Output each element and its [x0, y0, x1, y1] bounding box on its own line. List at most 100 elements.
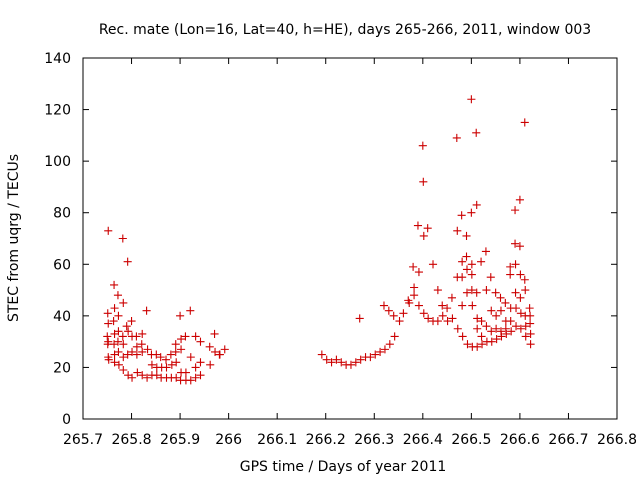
data-point-marker: [132, 332, 141, 341]
y-tick-label: 140: [44, 51, 71, 67]
data-point-marker: [123, 350, 132, 359]
data-point-marker: [110, 358, 119, 367]
y-tick-label: 60: [53, 257, 71, 273]
data-point-marker: [520, 275, 529, 284]
data-point-marker: [138, 371, 147, 380]
data-point-marker: [526, 329, 535, 338]
data-point-marker: [433, 286, 442, 295]
data-point-marker: [491, 288, 500, 297]
y-tick-label: 0: [62, 412, 71, 428]
data-point-marker: [452, 133, 461, 142]
data-point-marker: [113, 291, 123, 300]
data-point-marker: [171, 340, 180, 349]
data-point-marker: [138, 347, 147, 357]
x-tick-label: 266.4: [403, 432, 443, 448]
data-point-marker: [118, 234, 127, 243]
data-point-marker: [418, 141, 427, 150]
data-point-marker: [516, 293, 525, 302]
data-point-marker: [511, 239, 520, 248]
data-point-marker: [109, 316, 118, 326]
data-point-marker: [337, 358, 346, 367]
data-point-marker: [516, 309, 525, 318]
data-point-marker: [114, 311, 123, 320]
data-point-marker: [127, 347, 137, 357]
data-point-marker: [410, 291, 419, 300]
data-point-marker: [525, 304, 534, 313]
x-tick-label: 265.7: [63, 432, 103, 448]
data-point-marker: [366, 353, 375, 362]
data-point-marker: [486, 273, 495, 282]
data-point-marker: [119, 298, 128, 308]
data-point-marker: [496, 293, 505, 302]
data-point-marker: [467, 270, 476, 279]
plot-frame: [82, 57, 618, 420]
x-tick-label: 266.6: [500, 432, 540, 448]
x-tick-label: 266.8: [597, 432, 637, 448]
data-point-marker: [123, 257, 132, 266]
data-point-marker: [506, 316, 515, 326]
data-point-marker: [104, 226, 113, 235]
data-point-marker: [492, 324, 501, 333]
data-point-marker: [346, 360, 356, 369]
data-point-marker: [473, 324, 482, 333]
data-point-marker: [462, 265, 472, 274]
data-point-marker: [472, 200, 481, 210]
data-point-marker: [515, 195, 524, 204]
x-tick-label: 265.8: [111, 432, 151, 448]
data-point-marker: [156, 353, 165, 362]
data-point-marker: [443, 316, 452, 326]
data-point-marker: [438, 301, 447, 310]
data-point-marker: [205, 342, 214, 351]
data-point-marker: [162, 363, 171, 372]
data-point-marker: [127, 316, 136, 326]
data-point-marker: [526, 311, 535, 320]
data-point-marker: [521, 286, 530, 295]
data-point-marker: [355, 314, 364, 323]
data-point-marker: [472, 288, 481, 297]
data-point-marker: [521, 332, 530, 341]
data-point-marker: [384, 306, 393, 315]
x-tick-label: 266.7: [548, 432, 588, 448]
data-point-marker: [448, 314, 457, 323]
data-point-marker: [395, 316, 404, 326]
data-point-marker: [114, 327, 123, 336]
data-point-marker: [114, 347, 123, 357]
y-tick-label: 20: [53, 360, 71, 376]
x-tick-label: 266.1: [257, 432, 297, 448]
data-point-marker: [433, 316, 442, 326]
data-point-marker: [414, 301, 423, 310]
data-point-marker: [379, 301, 389, 310]
data-point-marker: [215, 350, 224, 359]
data-point-marker: [110, 280, 119, 289]
data-point-marker: [172, 373, 181, 382]
data-point-marker: [399, 309, 408, 318]
data-point-marker: [458, 301, 467, 310]
y-axis-ticks: [83, 57, 617, 420]
chart-title: Rec. mate (Lon=16, Lat=40, h=HE), days 2…: [99, 22, 591, 38]
y-tick-label: 120: [44, 103, 71, 119]
data-point-marker: [118, 332, 127, 341]
data-point-marker: [419, 177, 428, 186]
data-point-marker: [419, 231, 428, 240]
data-point-marker: [191, 332, 200, 341]
data-point-marker: [186, 376, 195, 385]
data-point-marker: [506, 262, 515, 271]
data-point-marker: [119, 365, 128, 375]
data-point-marker: [410, 283, 419, 292]
data-point-marker: [482, 322, 491, 331]
data-point-marker: [196, 358, 205, 367]
data-point-marker: [191, 373, 200, 382]
data-point-marker: [177, 335, 186, 344]
data-point-marker: [332, 355, 341, 364]
x-tick-label: 266.5: [451, 432, 491, 448]
data-point-marker: [132, 342, 141, 351]
data-point-marker: [104, 319, 113, 328]
data-point-marker: [501, 298, 510, 308]
data-point-marker: [132, 350, 141, 359]
data-point-marker: [122, 322, 131, 331]
data-point-marker: [482, 286, 491, 295]
data-point-marker: [176, 311, 185, 320]
data-point-marker: [171, 347, 180, 357]
data-point-marker: [172, 358, 181, 367]
data-point-marker: [496, 306, 506, 315]
